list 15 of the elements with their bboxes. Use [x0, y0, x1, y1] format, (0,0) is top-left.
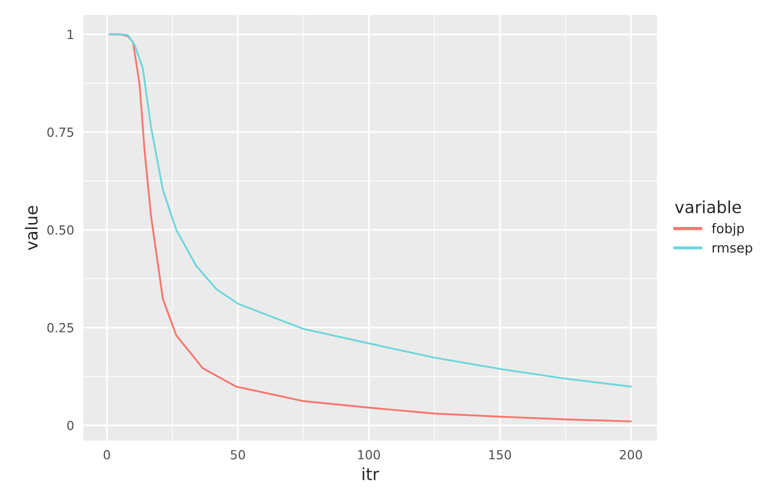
y-tick-label: 1: [68, 30, 74, 40]
x-tick-label: 50: [230, 450, 245, 460]
legend-label: fobjp: [712, 223, 744, 236]
legend-label: rmsep: [712, 245, 752, 256]
x-tick-label: 100: [358, 450, 380, 460]
y-tick-label: 0: [67, 420, 74, 430]
x-tick-label: 200: [620, 450, 642, 460]
legend-title: variable: [675, 200, 741, 214]
y-tick-label: 0.50: [47, 225, 74, 235]
x-tick-label: 150: [489, 450, 511, 460]
y-axis-title: value: [24, 206, 38, 250]
x-tick-label: 0: [104, 450, 110, 460]
y-tick-label: 0.75: [47, 128, 74, 137]
x-axis-title: itr: [362, 467, 380, 480]
y-tick-label: 0.25: [47, 323, 74, 332]
